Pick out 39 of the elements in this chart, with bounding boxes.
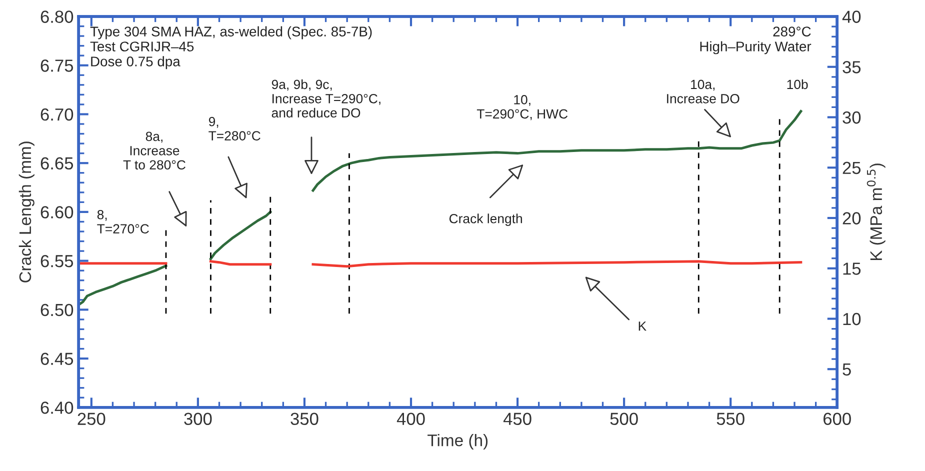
y2-tick-label: 30	[842, 111, 861, 124]
y2-tick-label: 10	[843, 312, 861, 326]
y-axis-title: Crack Length (mm)	[18, 142, 34, 282]
annotation: 289°C High–Purity Water	[700, 26, 812, 54]
x-tick-label: 250	[78, 412, 106, 426]
x-tick-label: 500	[610, 412, 638, 426]
y2-tick-label: 40	[842, 10, 861, 23]
y-tick-label: 6.50	[40, 304, 74, 316]
x-tick-label: 450	[503, 412, 532, 426]
y-tick-label: 6.40	[40, 402, 74, 414]
annotation: 8a, Increase T to 280°C	[123, 132, 186, 170]
annotation: 9a, 9b, 9c, Increase T=290°C, and reduce DO	[272, 79, 380, 118]
x-tick-label: 350	[290, 412, 318, 426]
y-tick-label: 6.45	[40, 352, 74, 366]
annotation: Type 304 SMA HAZ, as-welded (Spec. 85-7B) Test CGRIJR–45 Dose 0.75 dpa	[90, 26, 372, 70]
x-tick-label: 600	[824, 412, 851, 426]
annotation: 8, T=270°C	[97, 210, 149, 234]
x-tick-label: 550	[716, 412, 744, 426]
y2-tick-label: 15	[843, 262, 861, 275]
x-tick-label: 400	[396, 412, 425, 426]
y2-tick-label: 25	[842, 162, 861, 174]
annotation: K	[638, 322, 646, 331]
y2-axis-title: K (MPa m$^{0.5}$)	[866, 164, 886, 260]
y-tick-label: 6.80	[40, 10, 74, 23]
y2-tick-label: 35	[842, 61, 861, 74]
annotation: 10, T=290°C, HWC	[476, 95, 568, 120]
annotation: 9, T=280°C	[208, 116, 260, 140]
y-tick-label: 6.70	[40, 108, 74, 121]
annotation: Crack length	[449, 214, 522, 226]
y-tick-label: 6.60	[40, 206, 74, 218]
y2-tick-label: 5	[842, 363, 851, 376]
y2-tick-label: 20	[842, 212, 861, 224]
y-tick-label: 6.75	[40, 60, 74, 72]
annotation: 10a, Increase DO	[667, 80, 740, 104]
x-tick-label: 300	[184, 412, 212, 426]
y-tick-label: 6.55	[40, 254, 74, 268]
annotation: 10b	[787, 79, 808, 90]
x-axis-title: Time (h)	[428, 434, 488, 450]
y-tick-label: 6.65	[40, 157, 74, 170]
